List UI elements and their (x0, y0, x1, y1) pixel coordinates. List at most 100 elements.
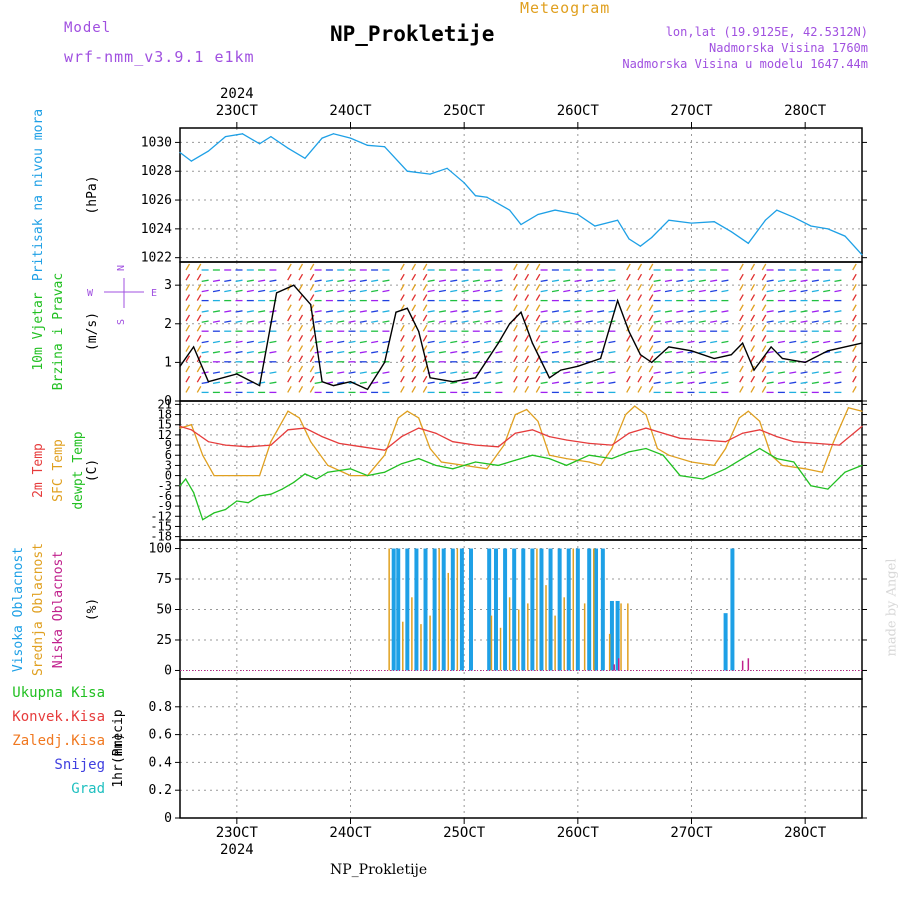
wind-arrow (766, 371, 774, 374)
data-point (827, 488, 829, 490)
wind-barb-field (185, 263, 857, 394)
wind-arrow (524, 375, 530, 383)
wind-arrow (823, 381, 831, 385)
data-point (207, 441, 210, 443)
wind-arrow (535, 335, 541, 342)
wind-arrow (676, 289, 684, 293)
wind-arrow (269, 340, 277, 344)
y-tick-label: 2 (164, 317, 172, 332)
wind-arrow (400, 273, 405, 281)
cloud-bar (441, 548, 446, 671)
data-point (634, 405, 636, 407)
wind-arrow (400, 375, 405, 383)
data-point (713, 357, 715, 360)
data-point (384, 146, 386, 148)
wind-arrow (235, 289, 243, 293)
x-tick-label-top: 24OCT (329, 103, 372, 119)
cloud-bar (527, 603, 529, 671)
wind-arrow (196, 284, 202, 291)
y-tick-label: 25 (156, 633, 172, 648)
data-point (742, 458, 744, 460)
cloud-bar (557, 548, 562, 671)
data-point (418, 330, 420, 333)
wind-arrow (382, 310, 390, 313)
wind-arrow (212, 320, 221, 323)
data-point (747, 410, 749, 412)
wind-arrow (269, 350, 277, 354)
data-point (662, 454, 664, 456)
data-point (293, 284, 295, 286)
panel-frame-precip (179, 678, 863, 819)
data-point (804, 468, 806, 470)
wind-arrow (524, 294, 530, 301)
wind-arrow (750, 284, 756, 291)
y-tick-label: -15 (150, 519, 172, 533)
wind-arrow (739, 365, 744, 373)
wind-arrow (597, 279, 605, 283)
wind-arrow (648, 345, 654, 352)
data-point (793, 441, 795, 443)
wind-arrow (676, 381, 684, 385)
chart-title: NP_Prokletije (330, 22, 495, 46)
precip-legend-0: Ukupna Kisa (12, 685, 105, 701)
wind-arrow (574, 371, 582, 374)
wind-arrow (800, 340, 808, 344)
wind-arrow (298, 273, 304, 281)
wind-arrow (800, 381, 808, 385)
wind-arrow (359, 310, 367, 313)
wind-arrow (212, 289, 221, 293)
wind-arrow (325, 289, 334, 293)
wind-arrow (337, 279, 345, 283)
cloud-bar (554, 615, 556, 671)
wind-arrow (337, 371, 345, 374)
wind-arrow (761, 355, 767, 363)
wind-arrow (585, 350, 593, 354)
data-point (258, 495, 261, 497)
data-point (384, 449, 386, 451)
data-point (810, 485, 812, 487)
data-point (594, 225, 596, 227)
wind-arrow (721, 371, 729, 374)
data-point (656, 447, 659, 450)
wind-arrow (535, 386, 541, 393)
data-point (270, 493, 272, 495)
wind-arrow (337, 340, 345, 344)
data-point (628, 330, 630, 333)
wind-arrow (626, 304, 631, 312)
panel-frame-pressure (179, 127, 863, 263)
data-point (384, 361, 386, 363)
data-point (611, 458, 613, 460)
cloud-bar (388, 548, 390, 671)
data-point (690, 350, 693, 352)
wind-arrow (777, 350, 786, 354)
wind-arrow (461, 381, 469, 385)
wind-arrow (400, 335, 405, 342)
wind-arrow (411, 324, 417, 332)
wind-arrow (721, 279, 729, 283)
wind-arrow (574, 381, 582, 385)
cloud-bar (450, 548, 455, 671)
wind-arrow (224, 279, 232, 283)
wind-arrow (789, 340, 797, 344)
wind-arrow (235, 320, 243, 323)
wind-arrow (721, 310, 729, 313)
cloud-bar (499, 627, 502, 671)
wind-arrow (789, 310, 797, 313)
cloud-bar (594, 548, 599, 671)
ylabel-precip-0: 1hr Precip (111, 709, 126, 787)
wind-arrow (201, 289, 209, 293)
data-point (440, 461, 443, 463)
wind-arrow (185, 355, 191, 363)
wind-arrow (287, 345, 292, 352)
wind-arrow (710, 381, 718, 385)
wind-arrow (201, 320, 209, 323)
wind-arrow (314, 310, 322, 313)
data-point (764, 219, 766, 221)
wind-arrow (348, 310, 356, 313)
wind-arrow (540, 289, 548, 293)
wind-arrow (823, 279, 831, 283)
cloud-bar (420, 624, 422, 671)
wind-arrow (224, 340, 232, 344)
wind-arrow (513, 335, 518, 342)
wind-arrow (201, 381, 209, 385)
